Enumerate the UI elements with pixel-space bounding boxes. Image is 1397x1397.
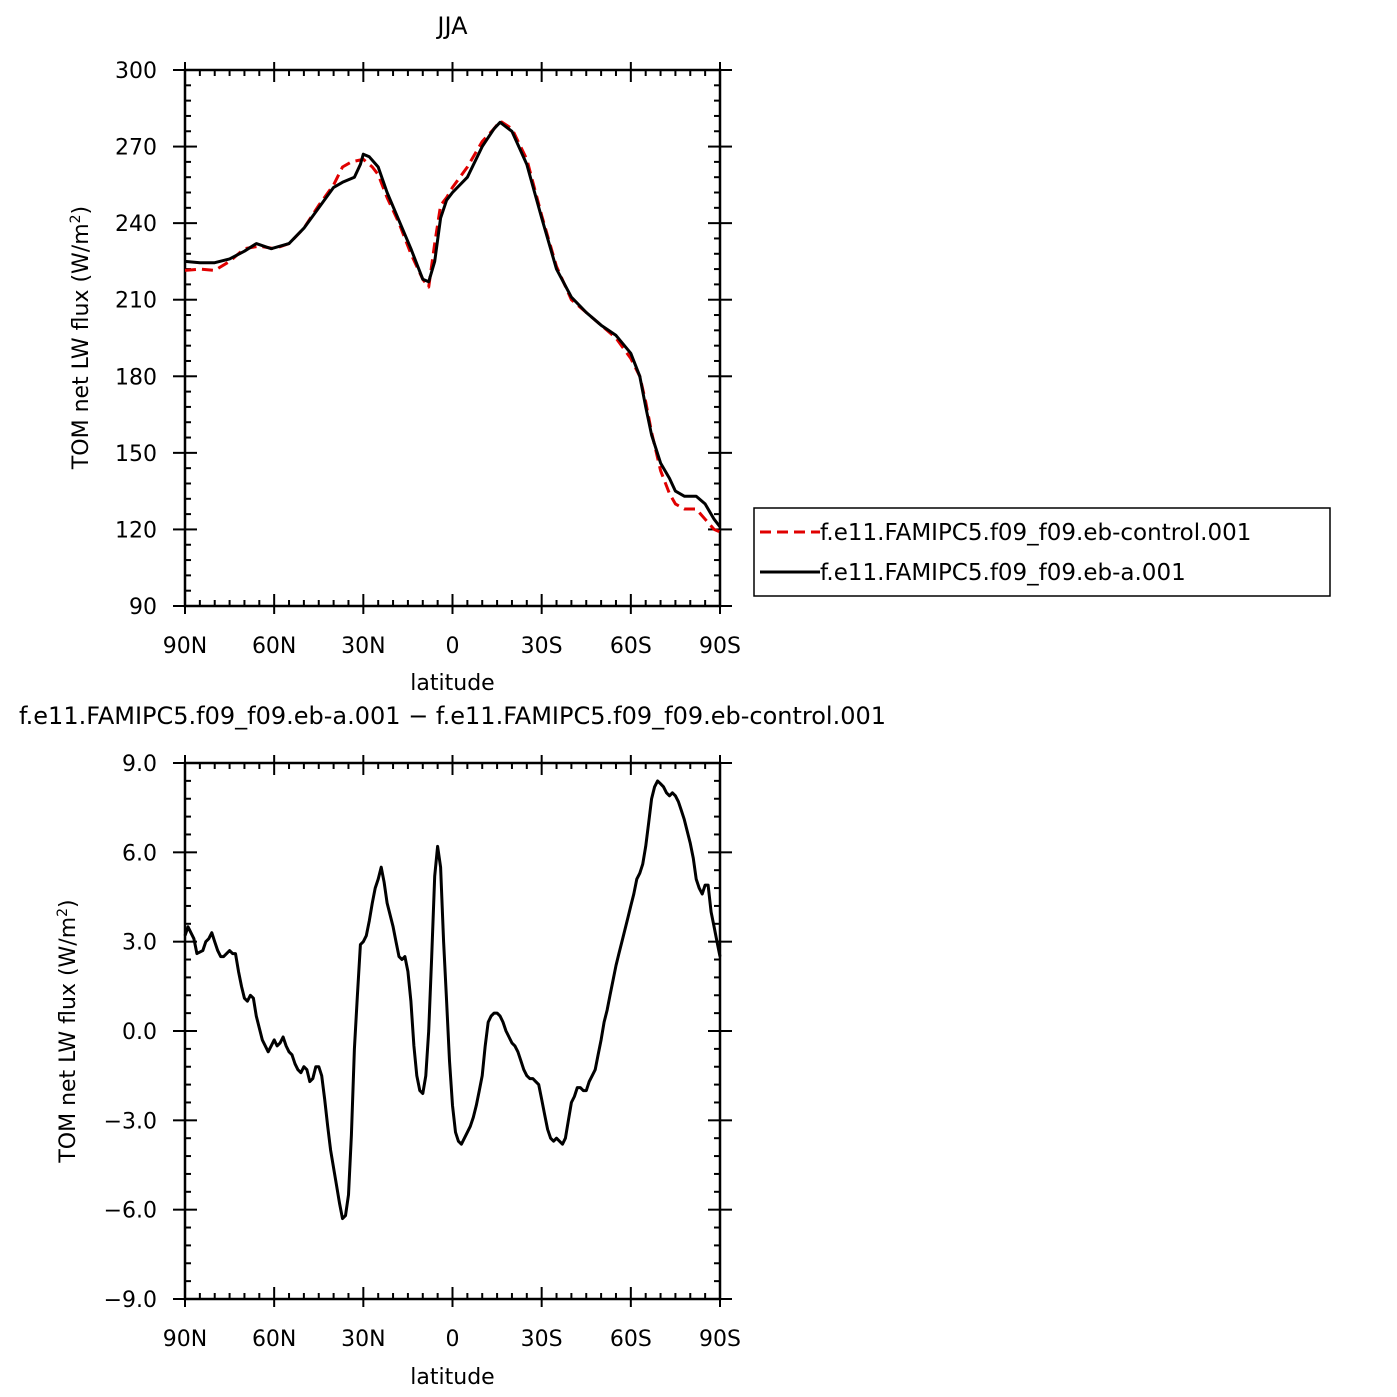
x-tick-label: 60S	[610, 1327, 652, 1352]
top-chart-ylabel: TOM net LW flux (W/m2)	[68, 206, 94, 470]
x-tick-label: 30N	[341, 1327, 385, 1352]
y-tick-label: 9.0	[122, 752, 157, 777]
top-chart-ylabel-main: TOM net LW flux (W/m	[69, 223, 94, 470]
bottom-chart-plot: 90N 60N 30N 0 30S 60S 90S −9.0 −6.0 −3.0 0.0 3.0 6.0…	[104, 752, 741, 1352]
y-tick-label: 300	[115, 59, 157, 84]
bottom-chart-ylabel-sup: 2	[55, 908, 71, 917]
x-tick-label: 30S	[521, 634, 563, 659]
x-tick-label: 30N	[341, 634, 385, 659]
top-chart-legend: f.e11.FAMIPC5.f09_f09.eb-control.001 f.e…	[753, 507, 1331, 597]
y-tick-label: 0.0	[122, 1020, 157, 1045]
bottom-chart-ylabel: TOM net LW flux (W/m2)	[55, 899, 81, 1163]
x-tick-label: 90S	[699, 1327, 741, 1352]
y-tick-label: 3.0	[122, 931, 157, 956]
bottom-chart-ylabel-main: TOM net LW flux (W/m	[56, 917, 81, 1164]
x-tick-label: 60N	[252, 634, 296, 659]
y-tick-label: 180	[115, 365, 157, 390]
x-tick-label: 60N	[252, 1327, 296, 1352]
legend-label-a: f.e11.FAMIPC5.f09_f09.eb-a.001	[820, 560, 1186, 586]
top-chart-ylabel-tail: )	[69, 206, 94, 215]
x-tick-label: 90N	[163, 634, 207, 659]
y-tick-label: 150	[115, 442, 157, 467]
bottom-chart: f.e11.FAMIPC5.f09_f09.eb-a.001 − f.e11.F…	[19, 702, 886, 1390]
y-tick-label: 210	[115, 289, 157, 314]
y-tick-label: 6.0	[122, 841, 157, 866]
top-chart: JJA 90N 60N 30N 0 30S 60S 90S 90 120 150 180 210 240…	[68, 12, 1331, 696]
x-tick-label: 90S	[699, 634, 741, 659]
y-tick-label: 120	[115, 518, 157, 543]
y-tick-label: −6.0	[104, 1199, 157, 1224]
plot-frame	[183, 68, 722, 608]
bottom-chart-title: f.e11.FAMIPC5.f09_f09.eb-a.001 − f.e11.F…	[19, 702, 886, 730]
series-line-0	[183, 779, 722, 1221]
x-tick-label: 60S	[610, 634, 652, 659]
x-tick-label: 30S	[521, 1327, 563, 1352]
series-line-1	[184, 120, 722, 528]
series-line-0	[184, 119, 721, 534]
y-tick-label: 270	[115, 136, 157, 161]
top-chart-ylabel-sup: 2	[68, 214, 84, 223]
y-tick-label: 240	[115, 212, 157, 237]
top-chart-xlabel: latitude	[410, 671, 494, 696]
legend-box	[753, 507, 1331, 597]
y-tick-label: −3.0	[104, 1109, 157, 1134]
top-chart-title: JJA	[435, 12, 468, 40]
top-chart-plot: 90N 60N 30N 0 30S 60S 90S 90 120 150 180 210 240 270 3…	[115, 59, 741, 659]
y-tick-label: 90	[129, 595, 157, 620]
plot-frame	[183, 761, 722, 1301]
x-tick-label: 0	[446, 634, 460, 659]
legend-label-control: f.e11.FAMIPC5.f09_f09.eb-control.001	[820, 520, 1251, 546]
x-tick-label: 90N	[163, 1327, 207, 1352]
y-tick-label: −9.0	[104, 1288, 157, 1313]
bottom-chart-ylabel-tail: )	[56, 899, 81, 908]
bottom-chart-xlabel: latitude	[410, 1365, 494, 1390]
x-tick-label: 0	[446, 1327, 460, 1352]
